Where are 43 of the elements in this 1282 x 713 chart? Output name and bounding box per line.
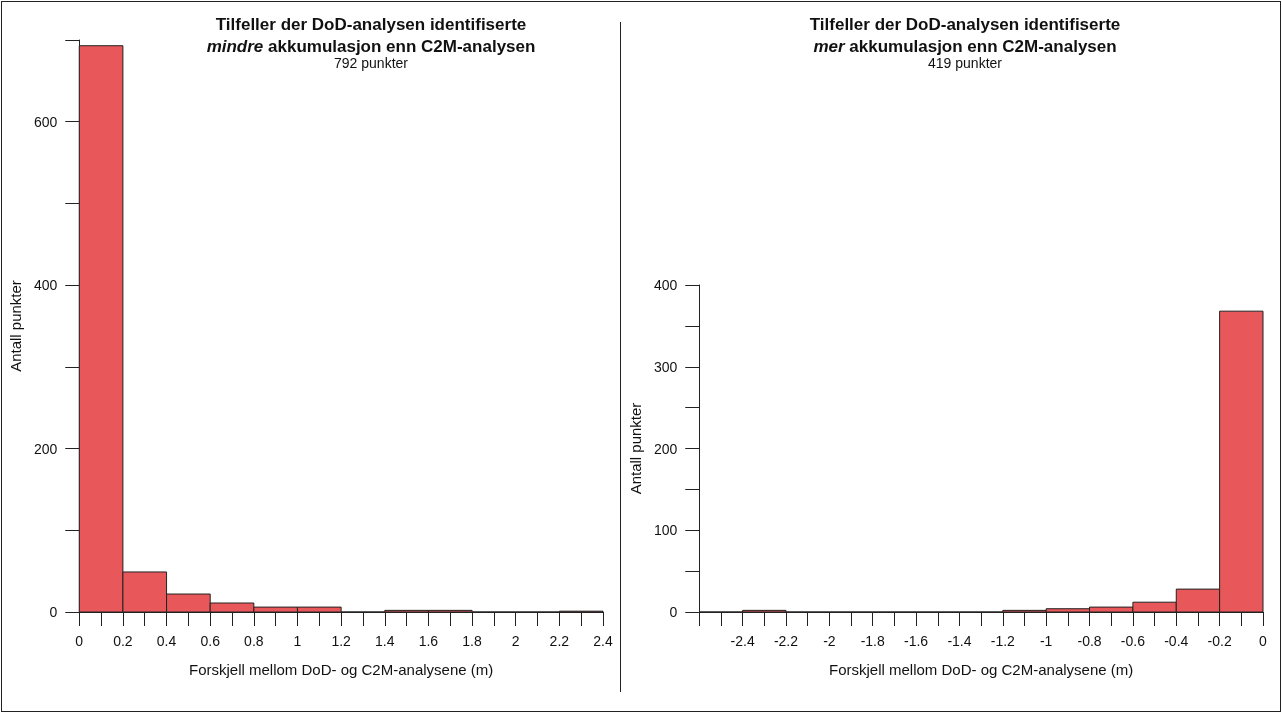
y-tick-label: 300	[653, 358, 678, 375]
x-tick-label: 0	[1259, 633, 1268, 649]
y-tick-label: 200	[653, 440, 678, 457]
y-tick-label: 0	[49, 604, 58, 620]
text: 792 punkter	[334, 55, 409, 71]
y-axis-title: Antall punkter	[627, 402, 644, 495]
x-tick-label: 2.4	[593, 633, 613, 649]
chart-title: Tilfeller der DoD-analysen identifiserte mer akkumulasjon enn C2M-analysen	[809, 14, 1121, 56]
x-tick-label: -0.8	[1077, 633, 1102, 649]
x-tick-label: -0.2	[1207, 633, 1232, 649]
y-axis-title: Antall punkter	[7, 280, 24, 372]
x-axis-title: Forskjell mellom DoD- og C2M-analysene (m)	[189, 661, 494, 678]
x-tick-label: 1.2	[331, 633, 352, 649]
y-tick-label: 400	[653, 277, 678, 293]
x-tick-label: -1.8	[860, 633, 885, 649]
x-tick-label: -1.2	[990, 633, 1016, 649]
x-tick-label: 2.2	[549, 633, 570, 649]
x-tick-label: 1.8	[462, 633, 483, 649]
x-axis-title: Forskjell mellom DoD- og C2M-analysene (m)	[829, 661, 1134, 678]
chart-title: Tilfeller der DoD-analysen identifiserte mindre akkumulasjon enn C2M-analysen	[206, 14, 536, 56]
x-tick-label: -0.4	[1164, 633, 1189, 649]
x-tick-label: -1.6	[904, 633, 929, 649]
chart-subtitle: 419 punkter	[928, 55, 1003, 71]
x-tick-label: 0	[75, 633, 84, 649]
x-tick-label: -1.4	[947, 633, 972, 649]
x-tick-label: 0.4	[156, 633, 177, 649]
x-tick-label: 2	[511, 633, 520, 649]
x-tick-label: -1	[1039, 633, 1053, 649]
x-tick-label: 1.4	[375, 633, 395, 649]
x-tick-label: 0.8	[244, 633, 264, 649]
y-tick-label: 600	[33, 113, 58, 130]
x-tick-label: -2.2	[773, 633, 799, 649]
y-tick-label: 400	[33, 277, 58, 294]
x-tick-label: -0.6	[1120, 633, 1146, 649]
y-tick-label: 200	[33, 440, 58, 457]
x-tick-label: 0.2	[113, 633, 133, 649]
x-tick-label: -2.4	[730, 633, 755, 649]
x-tick-label: 0.6	[200, 633, 221, 649]
y-tick-label: 100	[653, 522, 678, 539]
x-tick-label: 1	[293, 633, 302, 649]
x-tick-label: 1.6	[418, 633, 439, 649]
y-tick-label: 0	[669, 604, 678, 620]
x-tick-label: -2	[823, 633, 836, 649]
